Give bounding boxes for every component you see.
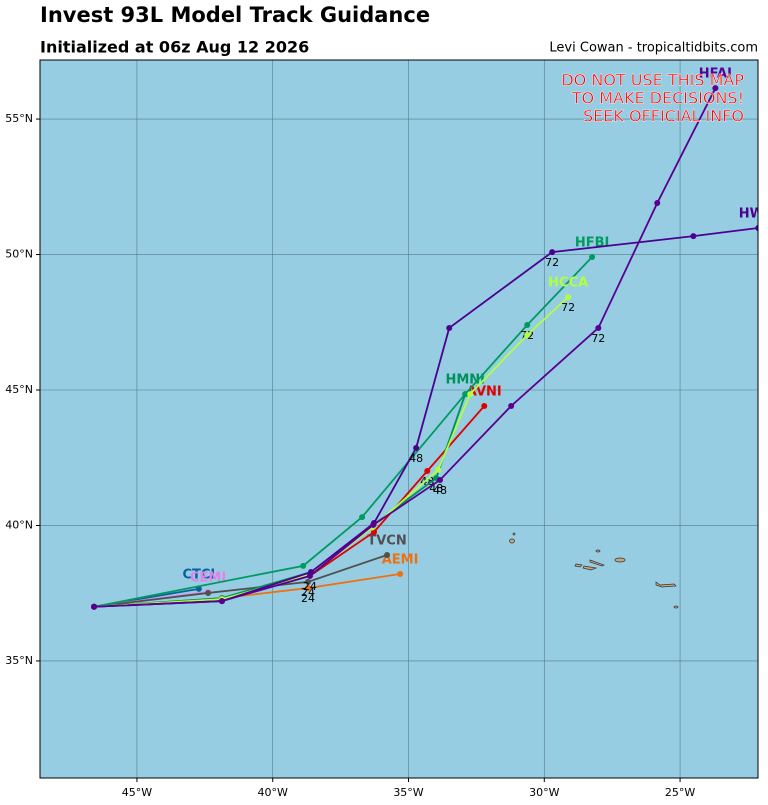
track-point [589, 253, 596, 260]
warning-line: DO NOT USE THIS MAP [561, 71, 744, 90]
track-point [446, 324, 453, 331]
track-point [370, 521, 377, 528]
credit: Levi Cowan - tropicaltidbits.com [549, 41, 758, 56]
tracks: CTCICEMI24AEMI24TVCN2448AVNI48HMNI72HFBI… [91, 67, 768, 610]
x-tick-label: 45°W [122, 786, 152, 799]
track-name: HWFI [739, 206, 768, 221]
track-name: HCCA [548, 276, 588, 291]
track-name: CEMI [190, 570, 226, 585]
track-point [435, 466, 442, 473]
track-point [384, 552, 391, 559]
track-point [205, 589, 212, 596]
warning-line: TO MAKE DECISIONS! [571, 89, 744, 108]
hour-label: 72 [591, 332, 605, 345]
track-line [93, 256, 593, 608]
hour-label: 24 [301, 592, 315, 605]
track-name: CTCI [182, 567, 215, 582]
hour-label: 24 [301, 586, 315, 599]
grid [36, 60, 758, 782]
hour-label: 48 [433, 484, 447, 497]
hour-label: 48 [409, 452, 423, 465]
track-point [91, 603, 98, 610]
track-point [755, 224, 758, 231]
track-point [595, 324, 602, 331]
title: Invest 93L Model Track Guidance [40, 3, 430, 27]
track-point [437, 476, 444, 483]
track-point [218, 598, 225, 605]
hour-label: 24 [303, 580, 317, 593]
track-name: HFAI [699, 67, 732, 82]
hour-label: 48 [420, 475, 434, 488]
ocean [39, 59, 759, 779]
y-tick-label: 35°N [5, 654, 33, 667]
y-tick-label: 55°N [5, 112, 33, 125]
track-point [690, 233, 697, 240]
track-point [397, 570, 404, 577]
track-point [305, 578, 312, 585]
track-point [413, 444, 420, 451]
y-tick-label: 50°N [5, 248, 33, 261]
track-line [93, 296, 569, 608]
track-point [481, 402, 488, 409]
track-name: TVCN [367, 534, 406, 549]
track-point [300, 562, 307, 569]
track-name: AEMI [382, 552, 419, 567]
track-point [549, 249, 556, 256]
track-point [306, 572, 313, 579]
track-point [524, 321, 531, 328]
y-tick-label: 40°N [5, 518, 33, 531]
x-tick-label: 25°W [665, 786, 695, 799]
track-point [305, 585, 312, 592]
frame [39, 59, 759, 779]
x-tick-label: 35°W [393, 786, 423, 799]
track-point [424, 468, 431, 475]
y-tick-label: 45°N [5, 383, 33, 396]
x-tick-label: 30°W [529, 786, 559, 799]
subtitle: Initialized at 06z Aug 12 2026 [40, 38, 309, 57]
track-point [712, 85, 719, 92]
track-point [565, 294, 572, 301]
track-point [524, 332, 531, 339]
track-point [359, 514, 366, 521]
hour-label: 72 [561, 301, 575, 314]
hour-label: 72 [545, 256, 559, 269]
track-point [654, 200, 661, 207]
track-point [467, 391, 474, 398]
track-point [508, 402, 515, 409]
x-tick-label: 40°W [258, 786, 288, 799]
warning-line: SEEK OFFICIAL INFO [583, 107, 744, 126]
track-point [462, 391, 469, 398]
islands [509, 532, 679, 609]
